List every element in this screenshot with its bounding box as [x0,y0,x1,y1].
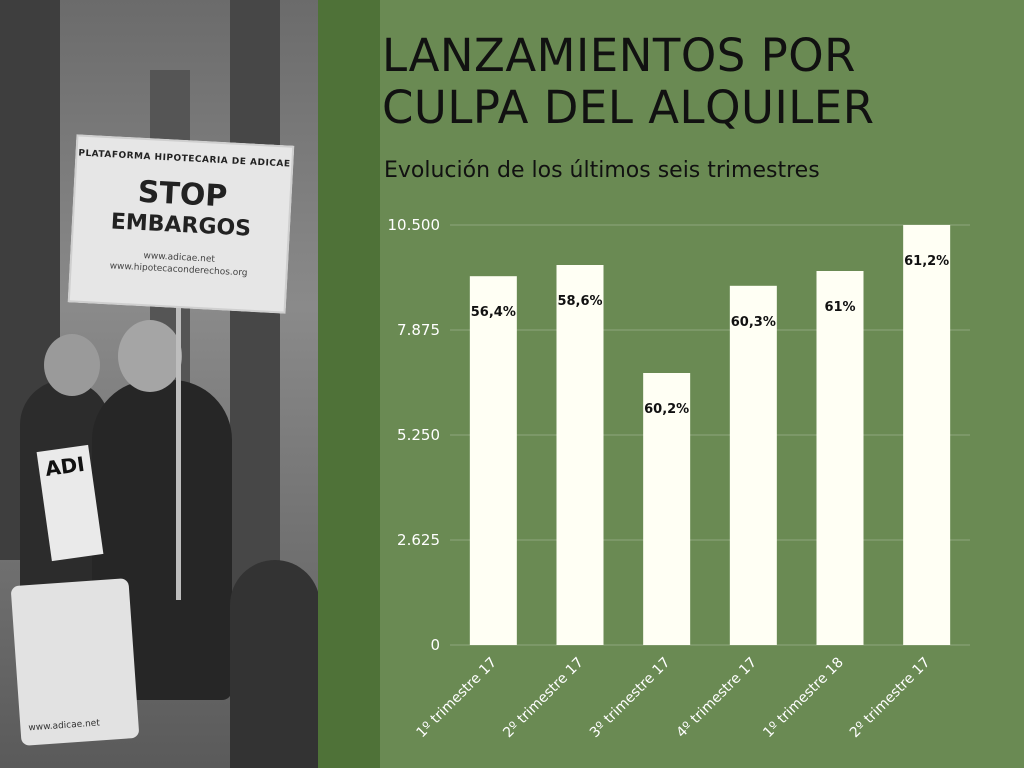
data-label: 60,2% [644,402,689,417]
x-tick-label: 2º trimestre 17 [500,655,587,742]
y-tick-label: 10.500 [388,216,441,234]
photo-strip [318,0,380,768]
x-tick-label: 1º trimestre 18 [760,655,847,742]
y-tick-label: 2.625 [397,531,440,549]
bar [903,225,951,645]
data-label: 61% [824,300,855,315]
y-tick-label: 0 [430,636,440,654]
x-tick-label: 3º trimestre 17 [587,655,674,742]
bar [556,265,604,645]
x-tick-label: 2º trimestre 17 [847,655,934,742]
data-label: 61,2% [904,254,949,269]
x-tick-label: 4º trimestre 17 [674,655,761,742]
chart-subtitle: Evolución de los últimos seis trimestres [384,158,820,183]
person-center-head [118,320,182,392]
data-label: 58,6% [557,294,602,309]
protest-photo: PLATAFORMA HIPOTECARIA DE ADICAE STOP EM… [0,0,318,768]
person-left-head [44,334,100,396]
y-tick-label: 5.250 [397,426,440,444]
bar [643,373,691,645]
title-line-1: LANZAMIENTOS POR [382,29,856,82]
title-line-2: CULPA DEL ALQUILER [382,81,875,134]
x-tick-label: 1º trimestre 17 [414,655,501,742]
bar [729,285,777,645]
bar [469,276,517,645]
y-tick-label: 7.875 [397,321,440,339]
sign-stick [176,300,181,600]
data-label: 60,3% [731,315,776,330]
bar [816,271,864,645]
person-right [230,560,318,768]
data-label: 56,4% [471,305,516,320]
page-title: LANZAMIENTOS POR CULPA DEL ALQUILER [382,30,1002,134]
